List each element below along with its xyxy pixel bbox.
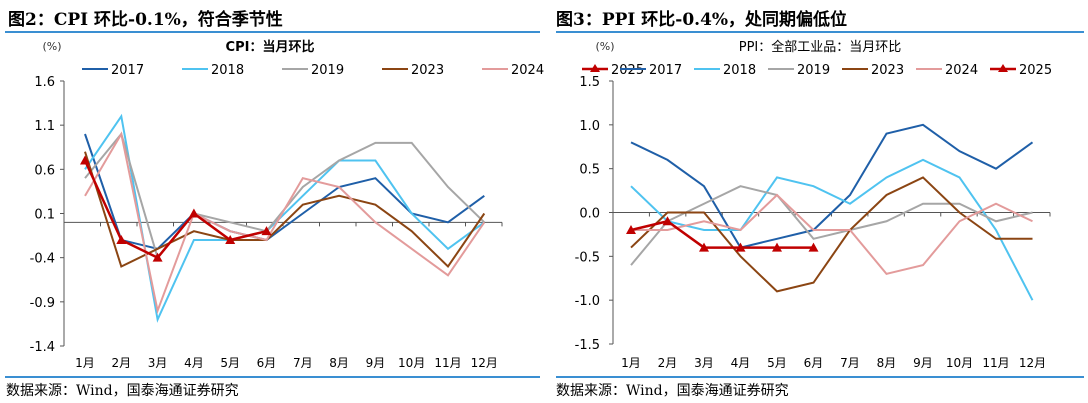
series-line-2025 <box>83 159 267 260</box>
x-tick-label: 11月 <box>434 356 461 370</box>
legend-marker-2025 <box>590 64 600 72</box>
series-marker-2025 <box>152 252 163 262</box>
x-tick-label: 8月 <box>329 356 349 370</box>
y-tick-label: -0.9 <box>30 296 55 311</box>
legend-label-2024: 2024 <box>945 63 978 78</box>
series-line-2017 <box>84 133 485 250</box>
x-tick-label: 9月 <box>913 356 933 370</box>
series-line-2024 <box>84 131 486 315</box>
series-marker-2025 <box>808 242 819 252</box>
left-source-rule <box>5 376 540 378</box>
y-tick-label: 0.6 <box>34 163 55 178</box>
legend-label-2019: 2019 <box>797 63 830 78</box>
y-tick-label: -0.4 <box>30 252 55 267</box>
y-tick-label: 1.1 <box>34 119 55 134</box>
x-tick-label: 2月 <box>658 356 678 370</box>
legend-marker-2025 <box>998 64 1008 72</box>
left-source: 数据来源：Wind，国泰海通证券研究 <box>6 383 239 399</box>
x-tick-label: 5月 <box>220 356 240 370</box>
y-tick-label: -0.5 <box>575 250 600 265</box>
series-line-2017 <box>630 123 1034 249</box>
series-marker-2025 <box>699 242 709 252</box>
legend-label-2023: 2023 <box>411 63 444 78</box>
series-line-2019 <box>630 185 1033 266</box>
legend-label-2018: 2018 <box>211 63 244 78</box>
x-tick-label: 4月 <box>184 356 204 370</box>
series-marker-2025 <box>116 235 127 244</box>
y-unit-label: (%) <box>595 40 614 53</box>
y-tick-label: -1.4 <box>30 340 55 355</box>
series-marker-2025 <box>188 208 199 218</box>
series-marker-2025 <box>735 242 746 252</box>
x-tick-label: 8月 <box>877 356 897 370</box>
legend-label-2019: 2019 <box>311 63 344 78</box>
y-tick-label: 1.6 <box>34 75 55 90</box>
series-marker-2025 <box>225 235 236 244</box>
series-line-2025 <box>630 219 814 249</box>
y-tick-label: -1.0 <box>575 294 600 309</box>
x-tick-label: 6月 <box>804 356 824 370</box>
left-figure-title: 图2：CPI 环比-0.1%，符合季节性 <box>8 10 283 30</box>
series-marker-2025 <box>80 155 90 165</box>
series-marker-2025 <box>662 216 673 226</box>
y-unit-label: (%) <box>42 40 61 53</box>
x-tick-label: 3月 <box>694 356 714 370</box>
x-tick-label: 1月 <box>75 356 95 370</box>
x-tick-label: 4月 <box>731 356 751 370</box>
x-tick-label: 1月 <box>621 356 641 370</box>
left-title-rule <box>5 31 540 33</box>
x-tick-label: 10月 <box>398 356 425 370</box>
chart-title: CPI：当月环比 <box>226 39 315 55</box>
x-tick-label: 11月 <box>982 356 1009 370</box>
legend-label-2025: 2025 <box>1019 63 1052 78</box>
series-line-2023 <box>630 176 1033 293</box>
x-tick-label: 6月 <box>257 356 277 370</box>
legend-label-2018: 2018 <box>723 63 756 78</box>
legend-label-2023: 2023 <box>871 63 904 78</box>
x-tick-label: 7月 <box>293 356 313 370</box>
y-tick-label: -1.5 <box>575 338 600 353</box>
y-tick-label: 1.5 <box>579 75 600 90</box>
right-source-rule <box>556 376 1084 378</box>
series-marker-2025 <box>626 225 636 235</box>
x-tick-label: 3月 <box>148 356 168 370</box>
series-marker-2025 <box>261 226 272 236</box>
y-tick-label: 0.0 <box>579 207 600 222</box>
right-title-rule <box>556 31 1084 33</box>
x-tick-label: 9月 <box>366 356 386 370</box>
legend-label-2017: 2017 <box>111 63 144 78</box>
chart-title: PPI：全部工业品：当月环比 <box>739 39 902 55</box>
y-tick-label: 0.5 <box>579 163 600 178</box>
y-tick-label: 1.0 <box>579 119 600 134</box>
x-tick-label: 5月 <box>767 356 787 370</box>
series-line-2023 <box>84 151 486 269</box>
x-tick-label: 2月 <box>111 356 131 370</box>
legend-label-2024: 2024 <box>511 63 544 78</box>
legend-label-2025: 2025 <box>611 63 644 78</box>
legend-label-2017: 2017 <box>649 63 682 78</box>
series-line-2018 <box>630 158 1034 301</box>
series-marker-2025 <box>772 242 782 252</box>
x-tick-label: 12月 <box>471 356 498 370</box>
x-tick-label: 12月 <box>1019 356 1046 370</box>
right-source: 数据来源：Wind，国泰海通证券研究 <box>556 383 789 399</box>
series-line-2024 <box>631 193 1033 275</box>
x-tick-label: 7月 <box>840 356 860 370</box>
right-figure-title: 图3：PPI 环比-0.4%，处同期偏低位 <box>556 10 848 30</box>
y-tick-label: 0.1 <box>34 208 55 223</box>
x-tick-label: 10月 <box>946 356 973 370</box>
